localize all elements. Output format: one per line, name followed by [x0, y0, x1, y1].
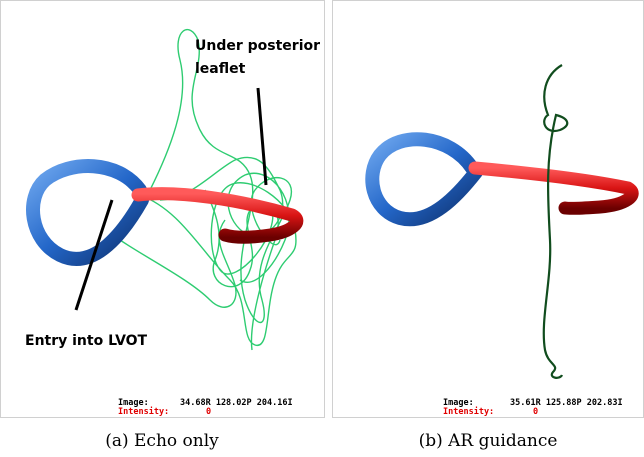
caption: (a) Echo only [105, 431, 219, 451]
status-value: 35.61R 125.88P 202.83I [510, 398, 623, 408]
status-value: 0 [206, 407, 211, 417]
caption: (b) AR guidance [419, 431, 558, 451]
annotation: leaflet [195, 61, 246, 77]
status-value: 34.68R 128.02P 204.16I [180, 398, 293, 408]
annotation: Under posterior [195, 38, 320, 54]
status-label: Intensity: [443, 406, 494, 417]
figure: Under posterior leaflet Entry into LVOT … [0, 0, 644, 457]
status-label: Intensity: [118, 406, 169, 417]
status-value: 0 [533, 407, 538, 417]
annotation: Entry into LVOT [25, 333, 148, 349]
page: Under posterior leaflet Entry into LVOT … [0, 0, 644, 457]
